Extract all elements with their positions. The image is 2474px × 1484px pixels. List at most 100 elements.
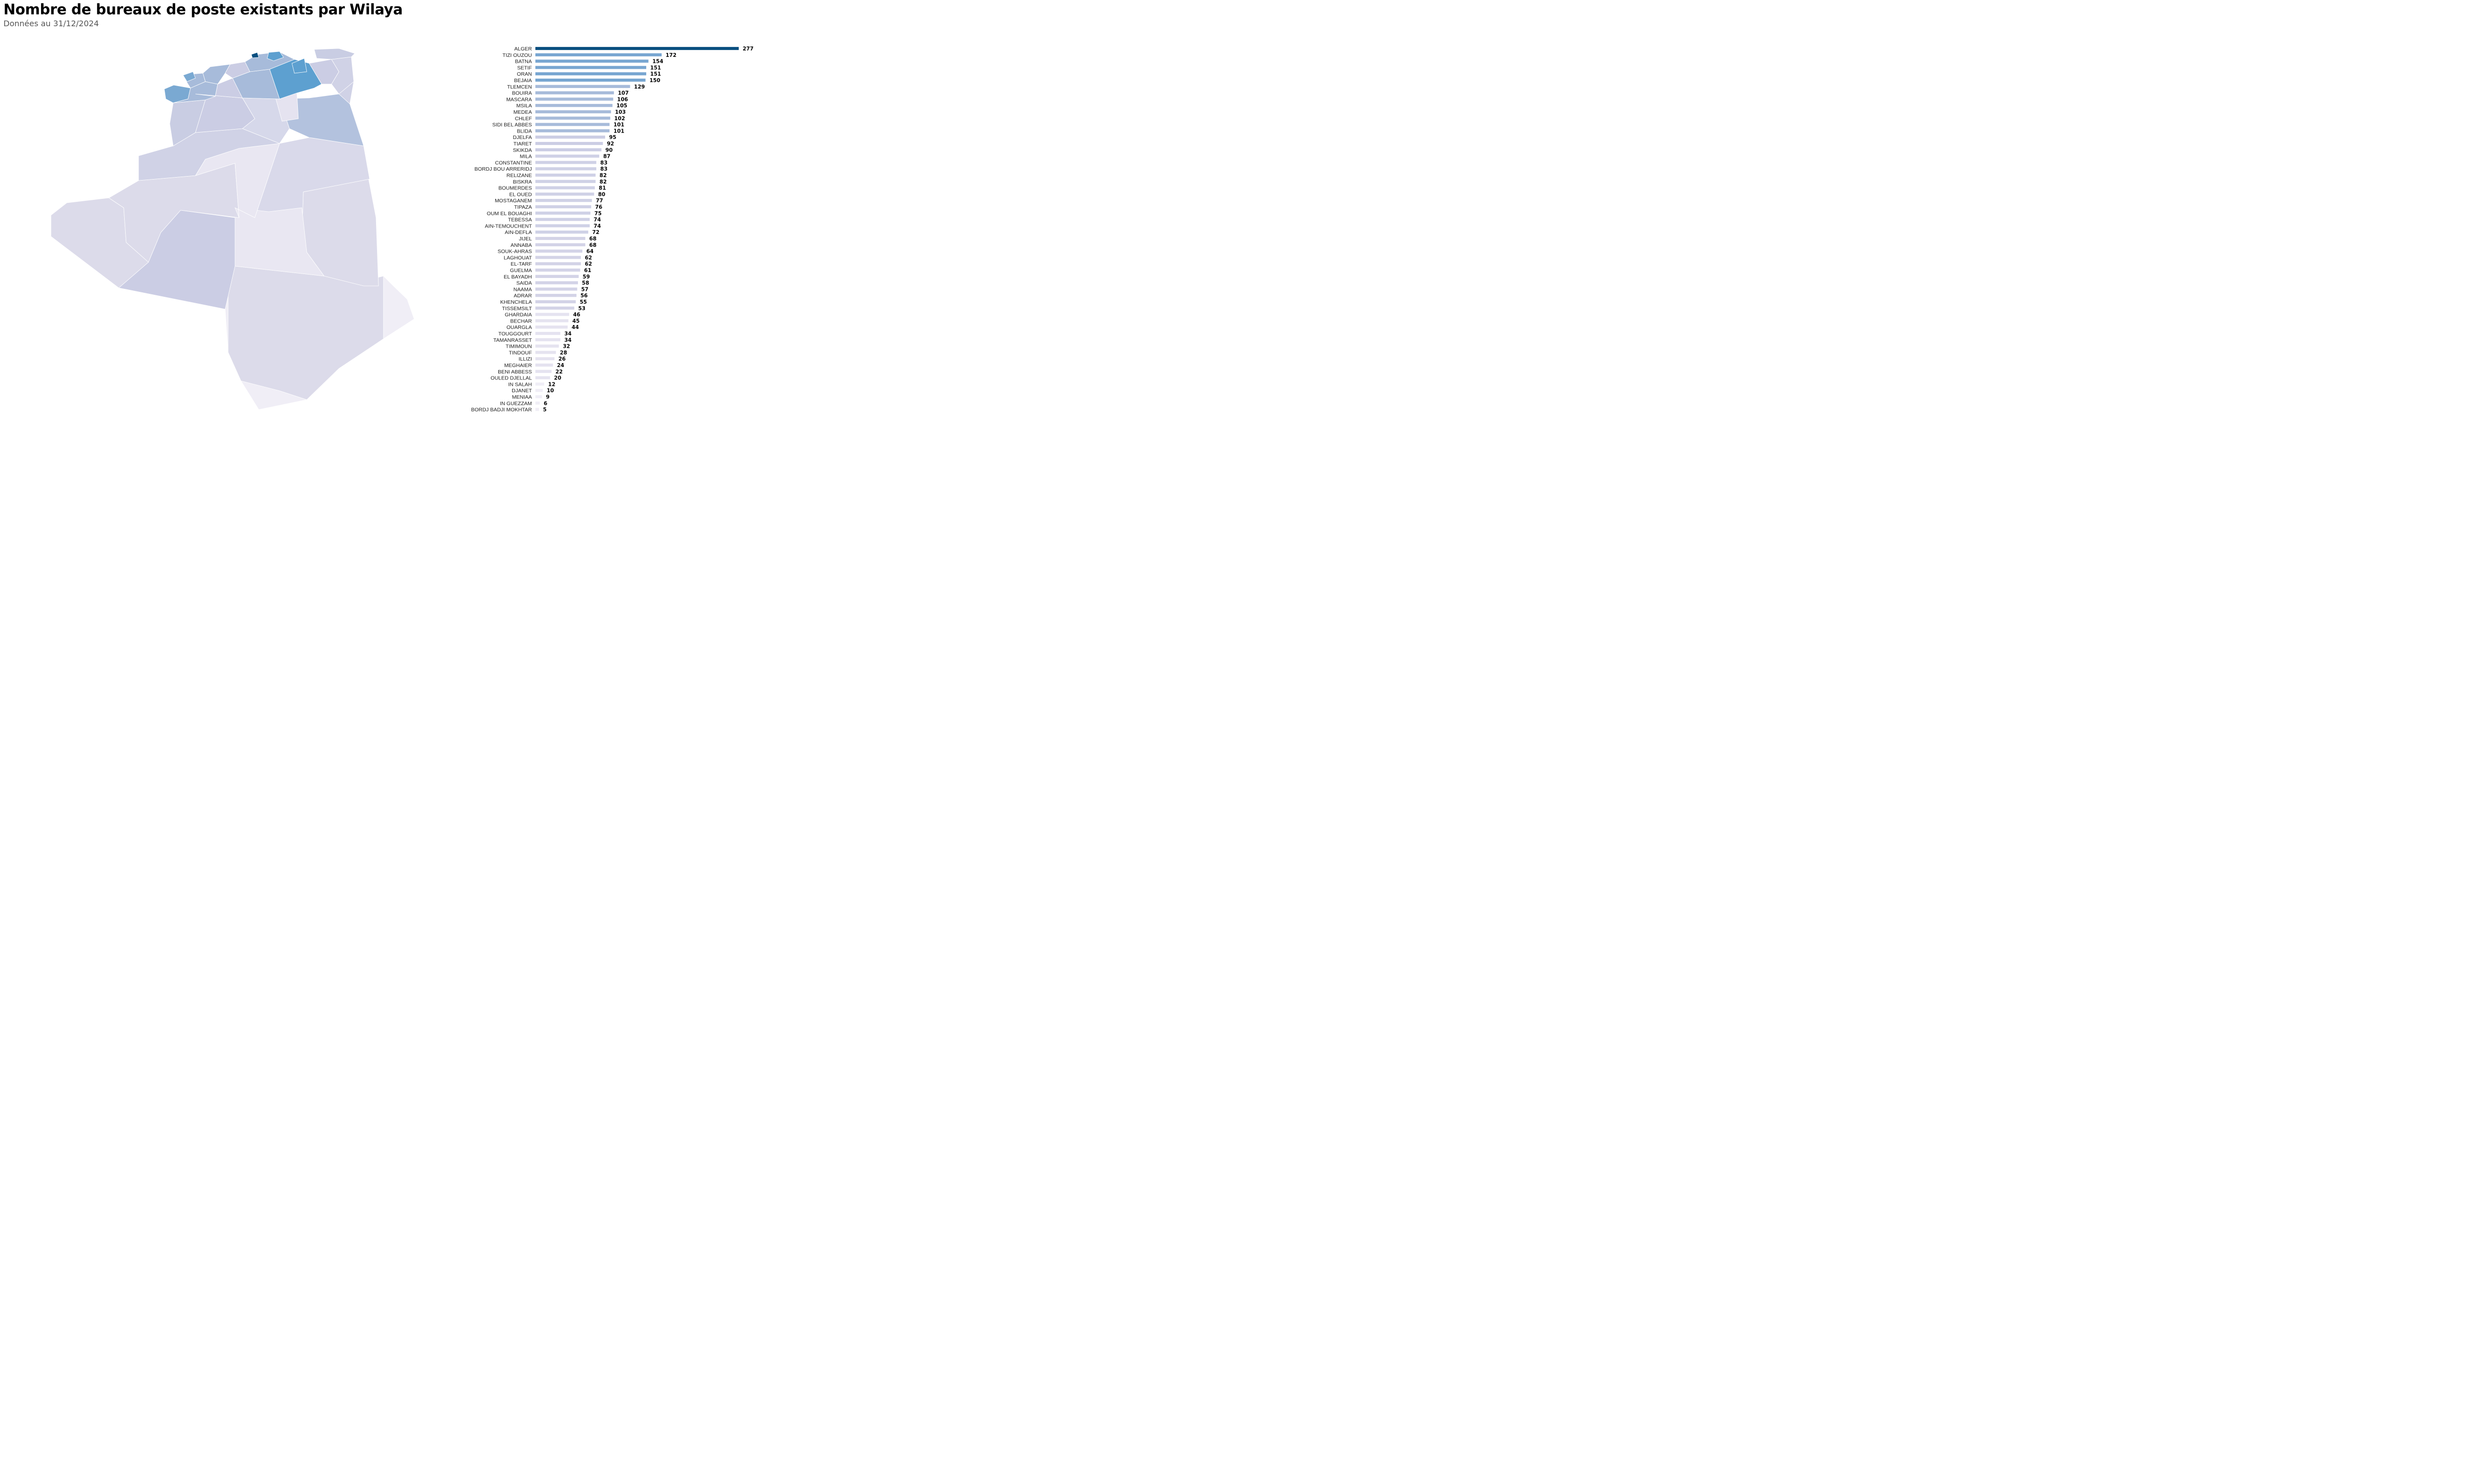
bar-category-label: EL-TARF <box>511 261 532 267</box>
bar-value-label: 53 <box>578 306 586 312</box>
bar-category-label: TINDOUF <box>509 350 532 356</box>
bar-category-label: TAMANRASSET <box>493 337 532 343</box>
bar-value-label: 87 <box>603 154 611 160</box>
bar-value-label: 5 <box>543 407 546 413</box>
bar-value-label: 101 <box>614 122 624 128</box>
bar-value-label: 90 <box>606 147 613 153</box>
bar-category-label: BORDJ BOU ARRERIDJ <box>475 166 532 172</box>
bar-value-label: 22 <box>556 369 563 375</box>
bar <box>535 186 595 189</box>
bar-value-label: 76 <box>595 204 603 210</box>
bar <box>535 141 603 145</box>
bar-value-label: 34 <box>564 331 571 337</box>
bar <box>535 167 597 171</box>
bar-category-label: GHARDAIA <box>505 312 532 318</box>
bar-category-label: DJANET <box>512 388 532 394</box>
bar-value-label: 95 <box>609 135 617 140</box>
bar-category-label: MILA <box>520 154 532 160</box>
bar <box>535 104 613 107</box>
bar <box>535 211 591 215</box>
bar-category-label: TIMIMOUN <box>506 344 532 350</box>
bar-category-label: EL OUED <box>509 191 532 197</box>
bar-category-label: SETIF <box>517 65 532 71</box>
bar <box>535 363 553 367</box>
bar <box>535 249 582 253</box>
bar-category-label: BENI ABBESS <box>498 369 532 375</box>
bar-category-label: IN GUEZZAM <box>500 401 532 407</box>
bar-category-label: OULED DJELLAL <box>491 375 532 381</box>
bar <box>535 199 592 202</box>
bar-category-label: IN SALAH <box>508 381 532 387</box>
bar-value-label: 172 <box>666 52 676 58</box>
bar-value-label: 26 <box>559 356 566 362</box>
bar <box>535 351 556 354</box>
bar-category-label: TOUGGOURT <box>498 331 532 337</box>
map-region <box>291 58 307 74</box>
bar-value-label: 61 <box>584 268 592 274</box>
bar-category-label: NAAMA <box>514 286 532 292</box>
bar <box>535 275 579 278</box>
bar <box>535 116 611 120</box>
bar-value-label: 107 <box>618 91 629 96</box>
bar-value-label: 83 <box>600 160 608 166</box>
bar <box>535 53 662 56</box>
map-region <box>228 266 384 400</box>
bar-category-label: MOSTAGANEM <box>495 198 532 204</box>
bar <box>535 161 597 164</box>
bar-category-label: TEBESSA <box>508 217 532 223</box>
bar <box>535 91 614 94</box>
bar-category-label: TIARET <box>514 141 532 147</box>
bar-value-label: 92 <box>607 141 615 147</box>
bar <box>535 319 569 323</box>
bar-category-label: RELIZANE <box>507 173 532 179</box>
chart-title: Nombre de bureaux de poste existants par… <box>3 1 403 18</box>
bar-category-label: MSILA <box>516 103 532 109</box>
bar <box>535 224 590 228</box>
bar <box>535 344 559 348</box>
bar <box>535 313 570 316</box>
bar <box>535 262 581 266</box>
bar-value-label: 154 <box>652 59 663 65</box>
bar-value-label: 102 <box>614 116 625 122</box>
bar-value-label: 44 <box>571 325 579 330</box>
bar-category-label: TISSEMSILT <box>502 306 532 312</box>
bar <box>535 243 585 246</box>
bar-value-label: 9 <box>546 394 549 400</box>
bar-value-label: 82 <box>600 179 607 185</box>
chart-subtitle: Données au 31/12/2024 <box>3 19 99 28</box>
bar-value-label: 103 <box>615 109 626 115</box>
bar-category-label: ANNABA <box>511 242 532 248</box>
bar <box>535 59 649 63</box>
bar-category-label: BOUMERDES <box>498 186 532 191</box>
bar-value-label: 82 <box>600 173 607 179</box>
bar-value-label: 62 <box>585 261 592 267</box>
bar-value-label: 68 <box>589 242 597 248</box>
map-region <box>314 48 355 60</box>
bar-category-label: SKIKDA <box>513 147 532 153</box>
bar <box>535 46 739 50</box>
bar <box>535 192 594 196</box>
bar <box>535 331 561 335</box>
bar-category-label: OUM EL BOUAGHI <box>487 211 532 217</box>
bar-value-label: 56 <box>580 293 588 299</box>
bar-category-label: DJELFA <box>513 135 532 140</box>
bar-category-label: SIDI BEL ABBES <box>492 122 532 128</box>
bar <box>535 218 590 221</box>
bar-category-label: BECHAR <box>510 318 532 324</box>
bar-category-label: GUELMA <box>510 268 532 274</box>
bar <box>535 97 614 101</box>
bar <box>535 136 605 139</box>
bar <box>535 173 596 177</box>
bar-category-label: CONSTANTINE <box>495 160 532 166</box>
bar-category-label: MEDEA <box>514 109 532 115</box>
bar-category-label: BISKRA <box>513 179 532 185</box>
bar-value-label: 10 <box>547 388 554 394</box>
bar-value-label: 6 <box>544 401 547 407</box>
bar-category-label: TLEMCEN <box>507 84 532 90</box>
map-region <box>338 81 354 104</box>
bar-value-label: 12 <box>548 381 556 387</box>
bar-category-label: ILLIZI <box>519 356 532 362</box>
bar-value-label: 83 <box>600 166 608 172</box>
bar-value-label: 77 <box>596 198 603 204</box>
bar <box>535 78 646 82</box>
